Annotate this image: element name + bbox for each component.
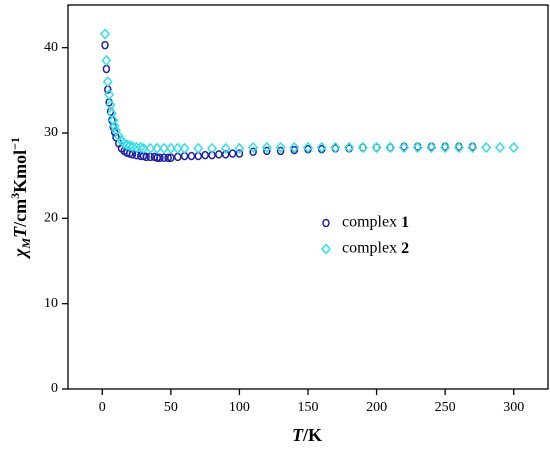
x-tick-label: 300: [503, 400, 524, 415]
data-point: [220, 142, 231, 154]
data-point: [156, 153, 164, 162]
legend-number: 2: [401, 240, 409, 257]
data-point: [138, 142, 149, 154]
data-point: [276, 146, 285, 156]
y-tick-label: 20: [44, 211, 58, 226]
data-point: [113, 130, 124, 143]
data-point: [494, 141, 506, 154]
data-point: [165, 142, 176, 154]
data-point: [344, 141, 355, 154]
data-point: [215, 150, 223, 159]
y-tick-label: 30: [44, 125, 58, 140]
data-point: [261, 141, 272, 154]
data-point: [100, 28, 111, 40]
data-point: [398, 141, 410, 154]
data-point: [290, 145, 299, 155]
data-point: [426, 141, 437, 154]
y-label-part: 3: [8, 193, 22, 199]
data-point: [385, 141, 396, 154]
data-point: [316, 141, 327, 154]
data-point: [208, 150, 216, 160]
x-tick-label: 200: [366, 400, 387, 415]
data-point: [173, 152, 182, 162]
data-point: [467, 141, 478, 154]
y-tick-label: 10: [44, 296, 58, 311]
data-point: [142, 152, 150, 162]
data-point: [164, 153, 172, 162]
y-label-part: Kmol: [10, 150, 30, 193]
data-point: [172, 142, 183, 154]
y-tick-label: 40: [44, 40, 58, 55]
y-label-part: T: [10, 226, 30, 238]
data-point: [121, 139, 132, 151]
x-tick-label: 150: [298, 400, 319, 415]
data-point: [179, 142, 190, 154]
data-point: [357, 141, 368, 154]
data-point: [109, 120, 120, 132]
x-label-part: /K: [302, 425, 322, 445]
data-point: [289, 141, 300, 154]
data-point: [453, 141, 464, 154]
data-point: [101, 40, 109, 50]
x-tick-label: 0: [99, 400, 106, 415]
data-point: [206, 142, 218, 154]
legend-label: complex 2: [342, 240, 409, 257]
data-point: [108, 114, 119, 126]
legend-marker: [320, 243, 332, 255]
data-point: [371, 141, 382, 154]
y-label-part: /cm: [10, 199, 30, 228]
data-point: [145, 142, 156, 154]
data-point: [201, 150, 209, 160]
y-label-part: M: [19, 238, 33, 250]
data-point: [508, 141, 519, 154]
data-point: [412, 141, 423, 154]
data-point: [234, 142, 245, 154]
data-point: [249, 147, 257, 157]
data-point: [135, 141, 146, 154]
x-tick-label: 100: [229, 400, 250, 415]
data-point: [101, 54, 112, 67]
data-point: [124, 140, 135, 152]
data-point: [330, 141, 341, 154]
data-point: [275, 141, 286, 154]
legend-marker: [322, 218, 330, 228]
data-point: [235, 149, 244, 158]
y-axis-label: χMT/cm3Kmol−1: [8, 137, 33, 260]
legend-number: 1: [401, 214, 409, 231]
data-point: [160, 153, 168, 162]
y-label-part: −1: [8, 137, 22, 150]
data-point: [228, 149, 237, 158]
data-point: [481, 141, 492, 154]
data-point: [221, 150, 230, 159]
data-point: [248, 141, 259, 154]
data-point: [440, 141, 451, 154]
data-point: [104, 88, 115, 101]
legend-label: complex 1: [342, 214, 409, 231]
data-point: [153, 153, 161, 162]
x-axis-label: T/K: [292, 425, 322, 445]
x-label-part: T: [292, 425, 304, 445]
plot-frame: [67, 4, 549, 390]
x-tick-label: 50: [164, 400, 178, 415]
data-point: [158, 142, 170, 154]
data-point: [167, 153, 175, 162]
x-tick-label: 250: [435, 400, 456, 415]
y-tick-label: 0: [51, 381, 58, 396]
data-point: [131, 141, 142, 154]
data-point: [152, 142, 163, 154]
y-label-part: χ: [10, 248, 30, 260]
data-point: [102, 76, 113, 88]
data-point: [302, 141, 314, 154]
data-point: [102, 64, 111, 74]
data-point: [193, 142, 204, 154]
data-point: [187, 151, 196, 161]
data-point: [119, 137, 130, 149]
data-point: [263, 146, 271, 156]
